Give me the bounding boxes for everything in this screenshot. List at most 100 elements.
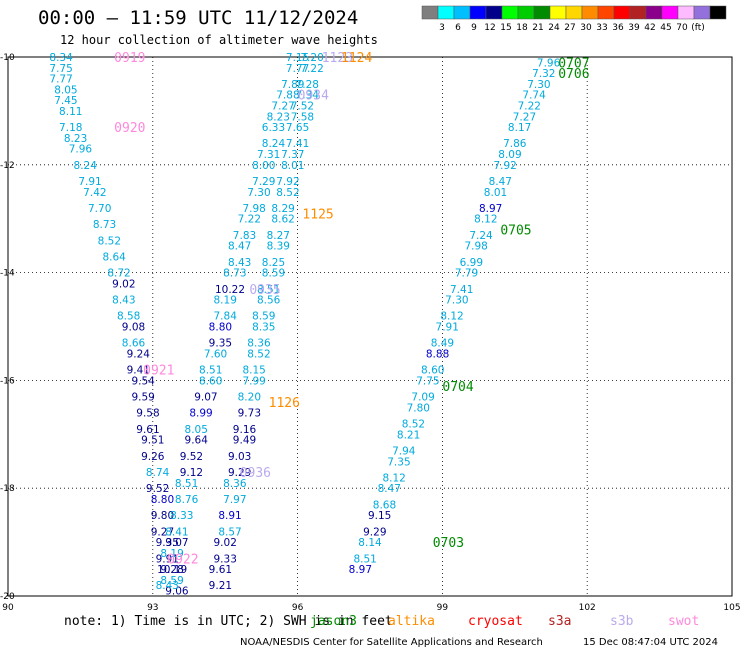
wave-height-point: 9.52 — [146, 483, 169, 495]
wave-height-point: 7.35 — [387, 456, 410, 468]
wave-height-point: 7.20 — [300, 52, 323, 64]
wave-height-point: 7.34 — [296, 90, 320, 102]
track-time-label: 0703 — [433, 536, 464, 551]
satellite-label: jason3 — [310, 614, 357, 629]
wave-height-point: 8.11 — [59, 106, 82, 118]
footer-timestamp: 15 Dec 08:47:04 UTC 2024 — [583, 637, 718, 648]
wave-height-point: 7.45 — [54, 95, 77, 107]
legend-swatch — [693, 5, 711, 20]
wave-height-point: 7.09 — [411, 392, 434, 404]
legend-label: 27 — [564, 23, 575, 33]
wave-height-point: 9.29 — [228, 467, 251, 479]
wave-height-point: 8.00 — [252, 160, 275, 172]
legend-label: 15 — [500, 23, 511, 33]
wave-height-point: 8.74 — [146, 467, 170, 479]
legend-label: 24 — [548, 23, 560, 33]
wave-height-point: 7.27 — [513, 111, 536, 123]
wave-height-point: 7.96 — [537, 57, 561, 69]
wave-height-point: 9.58 — [136, 408, 159, 420]
legend-swatch — [453, 5, 471, 20]
footer-credit: NOAA/NESDIS Center for Satellite Applica… — [240, 637, 543, 648]
legend-swatch — [549, 5, 567, 20]
wave-height-point: 7.32 — [532, 68, 555, 80]
wave-height-point: 10.22 — [215, 284, 245, 296]
wave-height-point: 7.98 — [242, 203, 265, 215]
satellite-legend: jason3 altika cryosat s3a s3b swot — [310, 614, 699, 629]
legend-label: 6 — [455, 23, 461, 33]
wave-height-point: 8.41 — [165, 526, 188, 538]
wave-height-point: 9.27 — [151, 526, 174, 538]
wave-height-point: 8.52 — [402, 419, 425, 431]
wave-height-point: 9.07 — [165, 537, 188, 549]
wave-height-point: 9.16 — [233, 424, 257, 436]
legend-swatch — [581, 5, 599, 20]
legend-swatch — [421, 5, 439, 20]
wave-height-point: 9.54 — [131, 375, 155, 387]
track-time-label: 0706 — [558, 67, 589, 82]
wave-height-point: 8.23 — [267, 111, 290, 123]
wave-height-point: 9.80 — [151, 510, 174, 522]
wave-height-point: 8.39 — [267, 241, 290, 253]
wave-height-point: 8.12 — [440, 311, 463, 323]
wave-height-point: 8.49 — [431, 338, 454, 350]
x-tick-label: 99 — [437, 603, 449, 613]
wave-height-point: 8.01 — [484, 187, 507, 199]
wave-height-point: 7.92 — [493, 160, 516, 172]
legend-label: 36 — [612, 23, 624, 33]
wave-height-point: 7.88 — [276, 90, 299, 102]
chart-title: 00:00 — 11:59 UTC 11/12/2024 — [38, 7, 358, 29]
wave-height-point: 8.09 — [498, 149, 521, 161]
x-tick-label: 93 — [147, 603, 158, 613]
wave-height-point: 8.36 — [247, 338, 271, 350]
footer-note: note: 1) Time is in UTC; 2) SWH is in fe… — [64, 614, 393, 629]
wave-height-point: 8.25 — [262, 257, 285, 269]
wave-height-point: 8.12 — [382, 472, 405, 484]
series-0919: 8.347.757.778.057.458.11 7.188.237.96 8.24… — [49, 52, 189, 598]
wave-height-point: 7.15 — [286, 52, 309, 64]
track-time-label: 0935 — [249, 283, 280, 298]
wave-height-point: 7.91 — [78, 176, 101, 188]
legend-label: 9 — [471, 23, 477, 33]
wave-height-point: 8.43 — [112, 295, 135, 307]
wave-height-point: 8.51 — [353, 553, 376, 565]
wave-height-point: 7.77 — [286, 63, 309, 75]
x-tick-label: 96 — [292, 603, 304, 613]
wave-height-point: 8.58 — [117, 311, 140, 323]
wave-height-point: 7.80 — [407, 402, 430, 414]
wave-height-point: 7.75 — [416, 375, 439, 387]
wave-height-point: 7.18 — [59, 122, 82, 134]
wave-height-point: 9.29 — [363, 526, 386, 538]
y-tick-label: -12 — [0, 161, 15, 171]
plot-frame — [7, 56, 733, 597]
wave-height-point: 8.05 — [54, 84, 77, 96]
wave-height-point: 8.97 — [349, 564, 372, 576]
satellite-label: altika — [388, 614, 435, 629]
legend-swatch — [565, 5, 583, 20]
wave-height-point: 7.96 — [69, 144, 93, 156]
wave-height-point: 8.52 — [276, 187, 299, 199]
wave-height-point: 7.79 — [455, 268, 478, 280]
wave-height-point: 7.77 — [49, 74, 72, 86]
wave-height-point: 7.22 — [238, 214, 261, 226]
wave-height-point: 8.72 — [107, 268, 130, 280]
wave-height-point: 9.03 — [228, 451, 251, 463]
y-tick-label: -18 — [0, 484, 15, 494]
wave-height-point: 7.24 — [469, 230, 493, 242]
wave-height-point: 8.80 — [151, 494, 174, 506]
wave-height-point: 9.02 — [214, 537, 237, 549]
wave-height-point: 8.59 — [252, 311, 275, 323]
wave-height-point: 9.41 — [127, 365, 150, 377]
wave-height-point: 9.21 — [209, 580, 232, 592]
track-time-label: 1124 — [341, 51, 372, 66]
wave-height-point: 9.35 — [209, 338, 232, 350]
legend-label: 45 — [660, 23, 671, 33]
wave-height-point: 8.17 — [508, 122, 531, 134]
plot-area: 90 93 96 99 102 105-10-12-14-16-18-208.347.75… — [0, 51, 740, 613]
wave-height-point: 8.47 — [378, 483, 401, 495]
wave-height-point: 9.51 — [141, 435, 164, 447]
wave-height-point: 7.30 — [247, 187, 270, 199]
wave-height-point: 6.99 — [460, 257, 483, 269]
legend-label: 42 — [644, 23, 655, 33]
wave-height-point: 8.60 — [199, 375, 222, 387]
track-time-label: 0919 — [114, 51, 145, 66]
